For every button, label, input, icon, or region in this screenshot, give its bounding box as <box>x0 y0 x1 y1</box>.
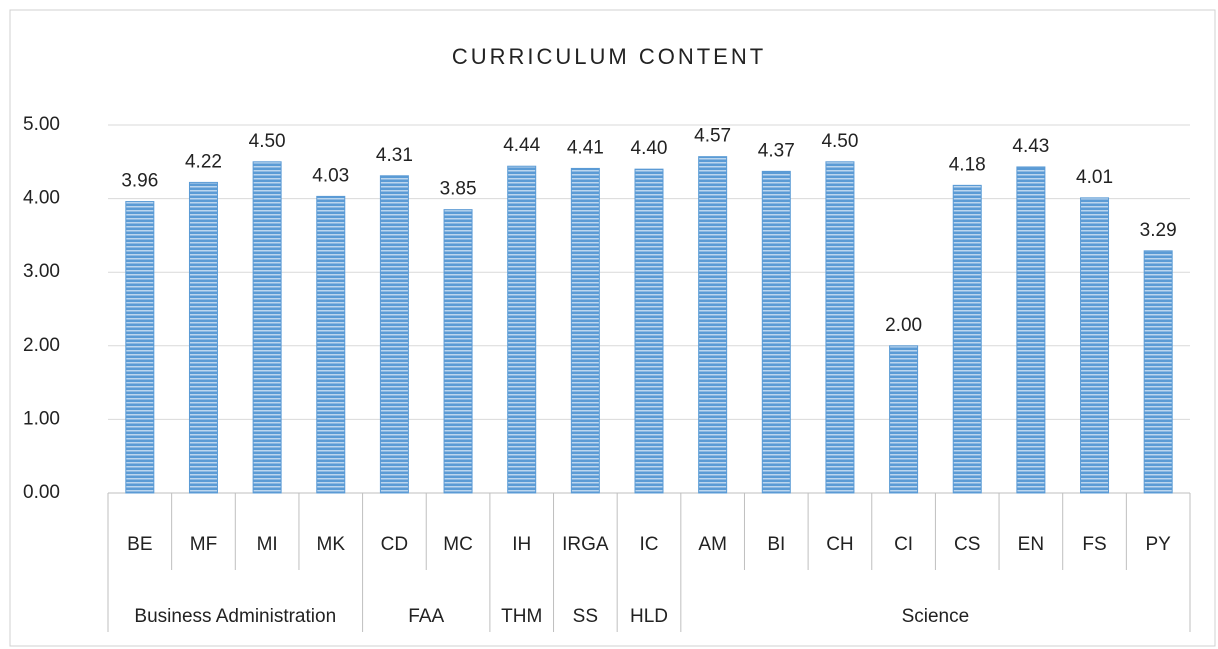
group-label: Business Administration <box>134 606 336 627</box>
bar <box>1143 250 1173 494</box>
data-label: 3.85 <box>440 179 477 200</box>
bar <box>761 170 791 494</box>
chart-border <box>9 9 1216 647</box>
data-label: 2.00 <box>885 315 922 336</box>
bar <box>698 156 728 494</box>
data-label: 4.22 <box>185 151 222 172</box>
x-tick-label: CH <box>826 534 853 555</box>
y-tick-label: 3.00 <box>23 261 60 282</box>
data-label: 4.40 <box>631 138 668 159</box>
data-label: 4.50 <box>249 131 286 152</box>
x-tick-label: EN <box>1018 534 1044 555</box>
x-tick-label: CS <box>954 534 980 555</box>
y-tick-label: 4.00 <box>23 188 60 209</box>
y-tick-label: 5.00 <box>23 114 60 135</box>
x-tick-label: IRGA <box>562 534 609 555</box>
bar <box>1080 197 1110 494</box>
y-tick-label: 0.00 <box>23 482 60 503</box>
x-tick-label: IC <box>640 534 659 555</box>
group-label: HLD <box>630 606 668 627</box>
x-tick-label: AM <box>698 534 727 555</box>
group-label: Science <box>902 606 970 627</box>
data-label: 4.37 <box>758 140 795 161</box>
bar <box>889 345 919 494</box>
chart-title: CURRICULUM CONTENT <box>452 44 766 69</box>
x-tick-label: MC <box>443 534 473 555</box>
x-tick-label: MI <box>257 534 278 555</box>
group-label: SS <box>573 606 598 627</box>
bar <box>952 184 982 494</box>
data-label: 3.29 <box>1140 220 1177 241</box>
data-label: 4.41 <box>567 137 604 158</box>
bar <box>252 161 282 494</box>
x-tick-label: PY <box>1145 534 1171 555</box>
data-label: 4.01 <box>1076 167 1113 188</box>
bar <box>507 165 537 494</box>
data-label: 4.18 <box>949 154 986 175</box>
bar <box>316 195 346 494</box>
y-tick-label: 2.00 <box>23 335 60 356</box>
data-label: 4.31 <box>376 145 413 166</box>
data-label: 4.44 <box>503 135 540 156</box>
x-tick-label: IH <box>512 534 531 555</box>
group-label: FAA <box>408 606 444 627</box>
bar <box>188 181 218 494</box>
x-tick-label: CD <box>381 534 408 555</box>
group-label: THM <box>501 606 542 627</box>
bar <box>1016 166 1046 494</box>
x-tick-label: CI <box>894 534 913 555</box>
x-tick-label: BI <box>767 534 785 555</box>
data-label: 4.43 <box>1012 136 1049 157</box>
data-label: 4.57 <box>694 126 731 147</box>
x-tick-label: MF <box>190 534 217 555</box>
x-tick-label: MK <box>317 534 346 555</box>
data-label: 4.03 <box>312 165 349 186</box>
bar <box>570 167 600 494</box>
bar <box>443 209 473 494</box>
data-label: 4.50 <box>821 131 858 152</box>
bar <box>125 201 155 494</box>
y-tick-label: 1.00 <box>23 408 60 429</box>
bar <box>825 161 855 494</box>
bar <box>634 168 664 494</box>
x-tick-label: FS <box>1082 534 1106 555</box>
x-tick-label: BE <box>127 534 152 555</box>
data-label: 3.96 <box>121 171 158 192</box>
bar <box>379 175 409 494</box>
